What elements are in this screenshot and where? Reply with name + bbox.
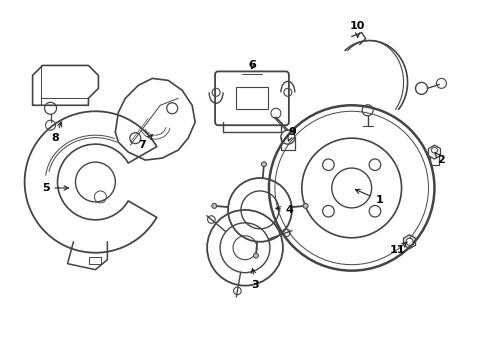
Text: 9: 9 <box>288 127 296 141</box>
Text: 8: 8 <box>51 122 62 143</box>
Circle shape <box>262 162 267 167</box>
Circle shape <box>303 203 308 208</box>
Circle shape <box>212 203 217 208</box>
Text: 7: 7 <box>138 135 152 150</box>
Text: 5: 5 <box>42 183 69 193</box>
Text: 1: 1 <box>355 189 384 205</box>
Text: 6: 6 <box>248 60 256 71</box>
Bar <box>430 152 439 165</box>
Text: 2: 2 <box>435 152 445 165</box>
Bar <box>236 87 268 109</box>
Text: 4: 4 <box>276 205 294 215</box>
Text: 10: 10 <box>350 21 366 37</box>
Text: 3: 3 <box>251 269 259 289</box>
Circle shape <box>406 238 413 245</box>
Text: 11: 11 <box>390 242 407 255</box>
Polygon shape <box>428 145 441 159</box>
Circle shape <box>253 253 258 258</box>
Polygon shape <box>403 235 416 249</box>
